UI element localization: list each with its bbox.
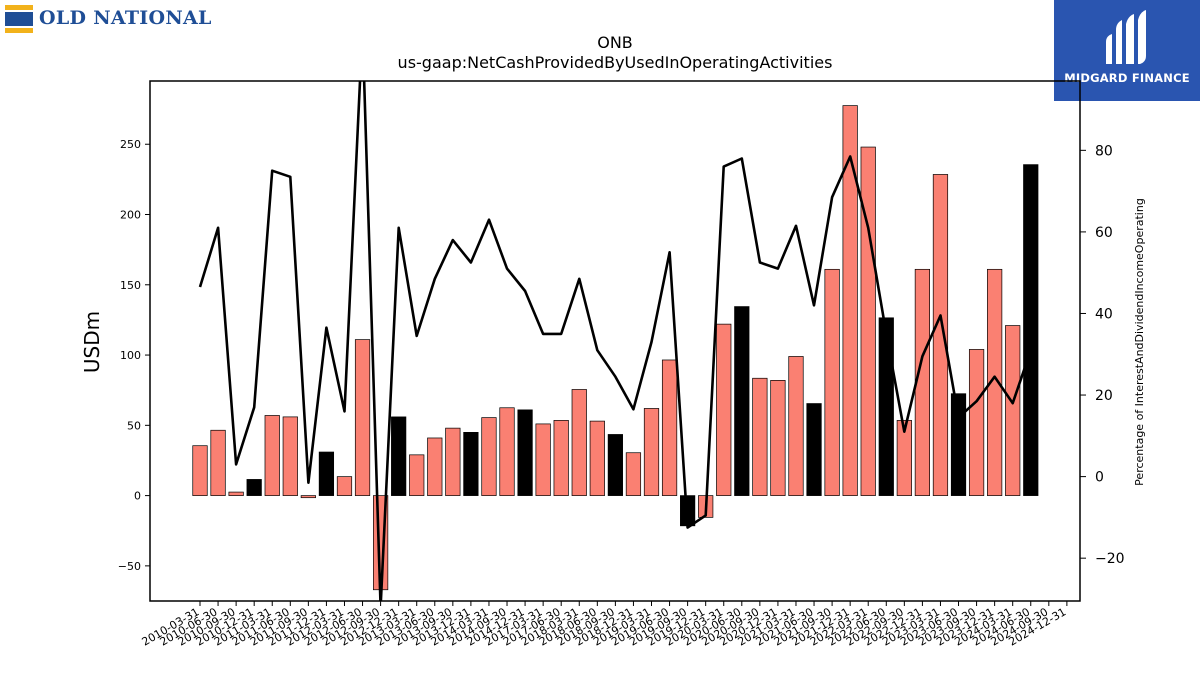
line-path — [198, 81, 1033, 601]
bar — [896, 420, 912, 496]
x-axis-ticks: 2010-03-312010-06-302010-09-302010-12-31… — [140, 601, 1068, 649]
bar — [481, 417, 497, 496]
y2-tick-label: 40 — [1095, 306, 1113, 322]
chart-title: ONB — [597, 33, 633, 52]
y-tick-label: 50 — [127, 419, 141, 432]
y-axis-ticks: −50 0 50 100 150 200 250 — [118, 138, 150, 573]
bar — [950, 393, 967, 496]
bar — [932, 174, 949, 496]
y2-tick-label: 80 — [1095, 143, 1113, 159]
bar — [1023, 164, 1039, 496]
bar — [318, 451, 335, 496]
bar — [264, 415, 280, 496]
bar — [499, 407, 515, 496]
bar — [300, 495, 316, 499]
bar — [1005, 325, 1021, 496]
old-national-logo: OLD NATIONAL — [0, 0, 230, 40]
plot-frame — [149, 80, 1081, 602]
bar — [625, 452, 642, 496]
y2-tick-label: 60 — [1095, 225, 1113, 241]
y-tick-label: −50 — [118, 560, 141, 573]
y-tick-label: 100 — [120, 349, 141, 362]
bar — [463, 432, 479, 496]
bar — [968, 349, 985, 496]
bar — [770, 380, 786, 496]
bar — [427, 437, 443, 496]
chart-subtitle: us-gaap:NetCashProvidedByUsedInOperating… — [398, 53, 833, 72]
y2-axis-ticks: −20 0 20 40 60 80 — [1080, 143, 1125, 567]
y-tick-label: 0 — [134, 490, 141, 503]
bar — [878, 317, 894, 496]
y2-tick-label: 0 — [1095, 470, 1104, 486]
bar — [987, 268, 1003, 496]
y-tick-label: 200 — [120, 209, 141, 222]
bar — [607, 434, 623, 496]
bar — [752, 377, 768, 496]
bar — [391, 416, 407, 496]
bar — [788, 356, 804, 496]
midgard-emblem-icon — [1106, 10, 1146, 64]
y-tick-label: 250 — [120, 138, 141, 151]
bar — [409, 454, 425, 496]
y2-axis-label: Percentage of InterestAndDividendIncomeO… — [1133, 198, 1146, 486]
bar — [842, 105, 858, 496]
bar — [824, 268, 840, 496]
bar — [860, 146, 876, 496]
bar — [445, 427, 461, 496]
bar — [806, 403, 822, 496]
bar — [228, 491, 244, 496]
y2-tick-label: 20 — [1095, 388, 1113, 404]
bar — [282, 416, 298, 496]
old-national-emblem-icon — [5, 5, 33, 33]
midgard-finance-logo: MIDGARD FINANCE — [1054, 0, 1200, 101]
bar — [734, 306, 750, 496]
bar — [643, 408, 660, 496]
bar — [354, 339, 371, 496]
old-national-logo-text: OLD NATIONAL — [39, 7, 212, 29]
bar — [336, 476, 353, 496]
bar — [210, 429, 226, 496]
midgard-finance-logo-text: MIDGARD FINANCE — [1064, 71, 1190, 85]
bar — [716, 323, 732, 496]
y-axis-label: USDm — [80, 311, 104, 373]
line-series — [198, 81, 1033, 601]
bar — [553, 420, 569, 496]
bar — [535, 423, 551, 496]
y-tick-label: 150 — [120, 279, 141, 292]
bar — [661, 359, 678, 496]
y2-tick-label: −20 — [1095, 551, 1125, 567]
bar — [571, 389, 587, 496]
bar-series — [192, 105, 1039, 591]
bar — [589, 420, 605, 496]
bar — [192, 445, 208, 496]
bar — [246, 479, 262, 496]
bar — [517, 409, 533, 496]
